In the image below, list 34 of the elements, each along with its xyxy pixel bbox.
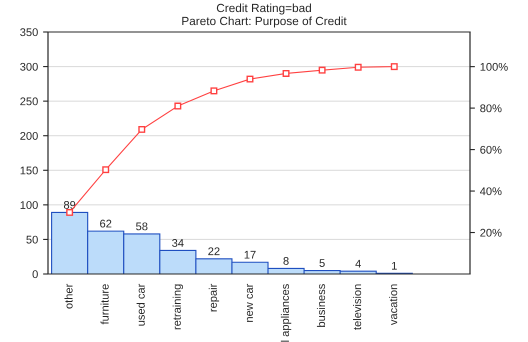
data-label: 17 [244,250,256,259]
data-label: 4 [355,260,361,268]
x-tick-label: television [353,284,362,330]
chart-title: Credit Rating=bad [216,4,311,14]
y2-tick-label: 80% [480,104,502,112]
data-label: 5 [319,259,325,267]
x-tick-label: used car [136,284,145,326]
x-tick-label: l appliances [280,284,292,342]
data-label: 1 [392,262,397,270]
data-label: 8 [283,257,289,265]
y-tick-label: 300 [20,62,38,71]
chart-subtitle: Pareto Chart: Purpose of Credit [182,16,347,28]
y-tick-label: 100 [20,201,38,209]
x-tick-label: vacation [389,284,398,326]
y2-tick-label: 40% [480,187,502,196]
y2-tick-label: 100% [480,62,508,71]
data-label: 22 [208,247,220,256]
y-tick-label: 250 [20,97,38,106]
x-tick-label: repair [208,284,220,312]
x-tick-label: retraining [172,284,184,330]
data-label: 62 [100,220,112,228]
data-label: 34 [172,239,184,247]
y-tick-label: 150 [20,166,38,174]
y-tick-label: 350 [20,28,38,36]
data-label: 58 [136,222,148,230]
y2-tick-label: 60% [480,146,502,154]
y-tick-label: 0 [32,270,38,278]
y-tick-label: 200 [20,132,38,140]
y2-tick-label: 20% [480,228,502,237]
x-tick-label: new car [246,284,253,322]
y-tick-label: 50 [26,236,38,244]
x-tick-label: other [64,284,73,309]
x-tick-label: business [316,284,326,327]
x-tick-label: furniture [100,284,109,324]
